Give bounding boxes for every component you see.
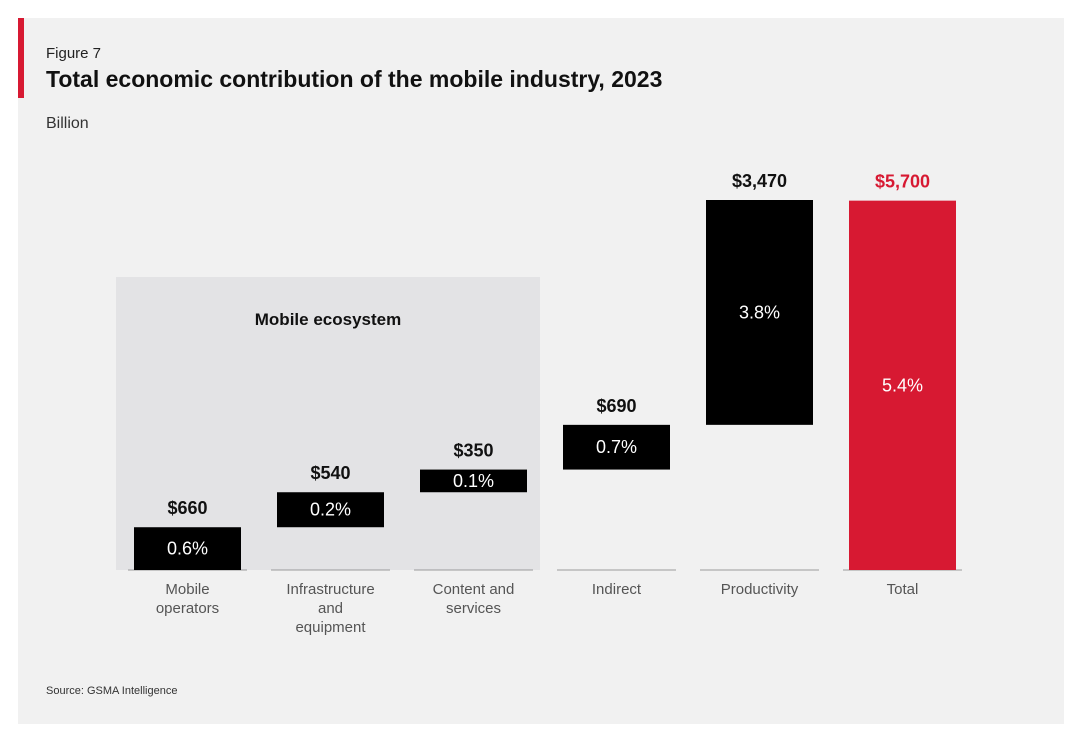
category-label: Infrastructure and equipment (286, 581, 374, 636)
value-label: $660 (167, 498, 207, 518)
value-label: $3,470 (732, 171, 787, 191)
gdp-share-label: 0.7% (596, 437, 637, 457)
value-label: $5,700 (875, 172, 930, 192)
accent-bar (18, 18, 24, 98)
value-label: $350 (453, 441, 493, 461)
ecosystem-group-label: Mobile ecosystem (255, 310, 401, 329)
bar (420, 469, 527, 493)
gdp-share-label: 0.2% (310, 500, 351, 520)
category-label: Content and services (433, 581, 515, 617)
bar (563, 424, 670, 470)
bar (134, 527, 241, 570)
gdp-share-label: 0.1% (453, 471, 494, 491)
gdp-share-label: 3.8% (739, 302, 780, 322)
source-note: Source: GSMA Intelligence (46, 685, 178, 697)
category-label: Indirect (592, 581, 642, 598)
value-label: $540 (310, 463, 350, 483)
category-label: Mobile operators (156, 581, 219, 617)
chart-title: Total economic contribution of the mobil… (46, 66, 663, 92)
bar (849, 200, 956, 570)
gdp-share-label: 0.6% (167, 539, 208, 559)
bar (706, 200, 813, 425)
unit-label: Billion (46, 115, 89, 132)
bar (277, 492, 384, 528)
value-label: $690 (596, 396, 636, 416)
category-label: Total (887, 581, 919, 598)
figure-label: Figure 7 (46, 45, 102, 62)
category-label: Productivity (721, 581, 799, 598)
gdp-share-label: 5.4% (882, 375, 923, 395)
